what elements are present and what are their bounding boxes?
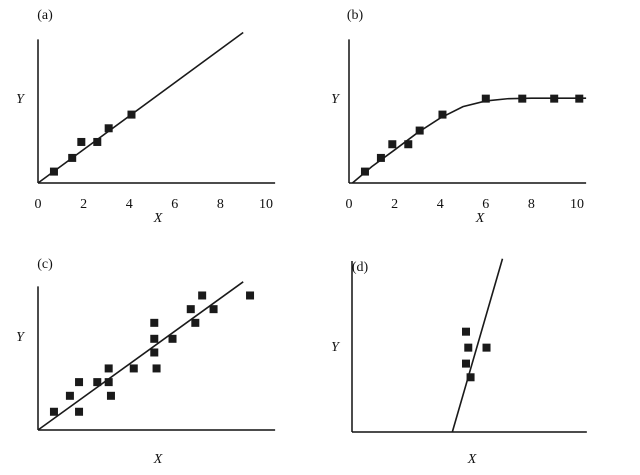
data-point: [462, 327, 470, 336]
fit-line: [351, 97, 587, 184]
data-point: [462, 359, 470, 368]
x-tick-label: 6: [482, 197, 489, 212]
data-point: [376, 153, 385, 162]
data-point: [104, 124, 113, 133]
data-point: [404, 140, 413, 149]
data-point: [209, 305, 218, 314]
data-point: [415, 126, 424, 135]
x-tick-label: 8: [528, 197, 535, 212]
y-axis-label: Y: [16, 92, 26, 107]
data-point: [575, 94, 584, 103]
data-point: [168, 334, 177, 343]
panel-label: (c): [37, 257, 53, 272]
x-tick-label: 8: [217, 197, 224, 212]
panel-label: (d): [352, 260, 369, 275]
data-point: [518, 94, 527, 103]
panel-label: (a): [37, 8, 53, 23]
x-tick-label: 2: [391, 197, 398, 212]
data-point: [150, 318, 159, 327]
data-point: [104, 378, 113, 387]
x-axis-label: X: [475, 211, 485, 226]
data-point: [191, 318, 200, 327]
y-axis-label: Y: [331, 340, 341, 355]
data-point: [104, 364, 113, 373]
data-point: [186, 305, 195, 314]
data-point: [482, 343, 491, 352]
x-axis-label: X: [153, 452, 163, 467]
data-point: [466, 373, 475, 382]
data-point: [464, 343, 473, 352]
data-point: [152, 364, 161, 373]
data-point: [360, 167, 369, 176]
data-point: [150, 334, 159, 343]
x-axis-label: X: [467, 452, 477, 467]
x-tick-label: 10: [570, 197, 584, 212]
x-tick-label: 2: [80, 197, 87, 212]
data-point: [49, 167, 58, 176]
y-axis-label: Y: [16, 330, 26, 345]
data-point: [77, 137, 86, 146]
x-tick-label: 10: [259, 197, 273, 212]
data-point: [150, 348, 159, 357]
data-point: [75, 378, 84, 387]
data-point: [68, 153, 77, 162]
data-point: [388, 140, 397, 149]
data-point: [75, 407, 84, 416]
data-point: [198, 291, 207, 300]
data-point: [65, 391, 74, 400]
x-tick-label: 4: [437, 197, 444, 212]
data-point: [438, 110, 447, 119]
data-point: [550, 94, 559, 103]
data-point: [246, 291, 255, 300]
x-tick-label: 0: [346, 197, 353, 212]
data-point: [106, 391, 115, 400]
data-point: [93, 378, 102, 387]
data-point: [129, 364, 138, 373]
x-tick-label: 0: [35, 197, 42, 212]
data-point: [127, 110, 136, 119]
data-point: [481, 94, 490, 103]
fit-line: [37, 281, 244, 431]
x-tick-label: 4: [126, 197, 133, 212]
panel-label: (b): [347, 8, 364, 23]
data-point: [49, 407, 58, 416]
data-point: [93, 137, 102, 146]
x-axis-label: X: [153, 211, 163, 226]
y-axis-label: Y: [331, 92, 341, 107]
x-tick-label: 6: [171, 197, 178, 212]
fit-line: [451, 258, 504, 433]
